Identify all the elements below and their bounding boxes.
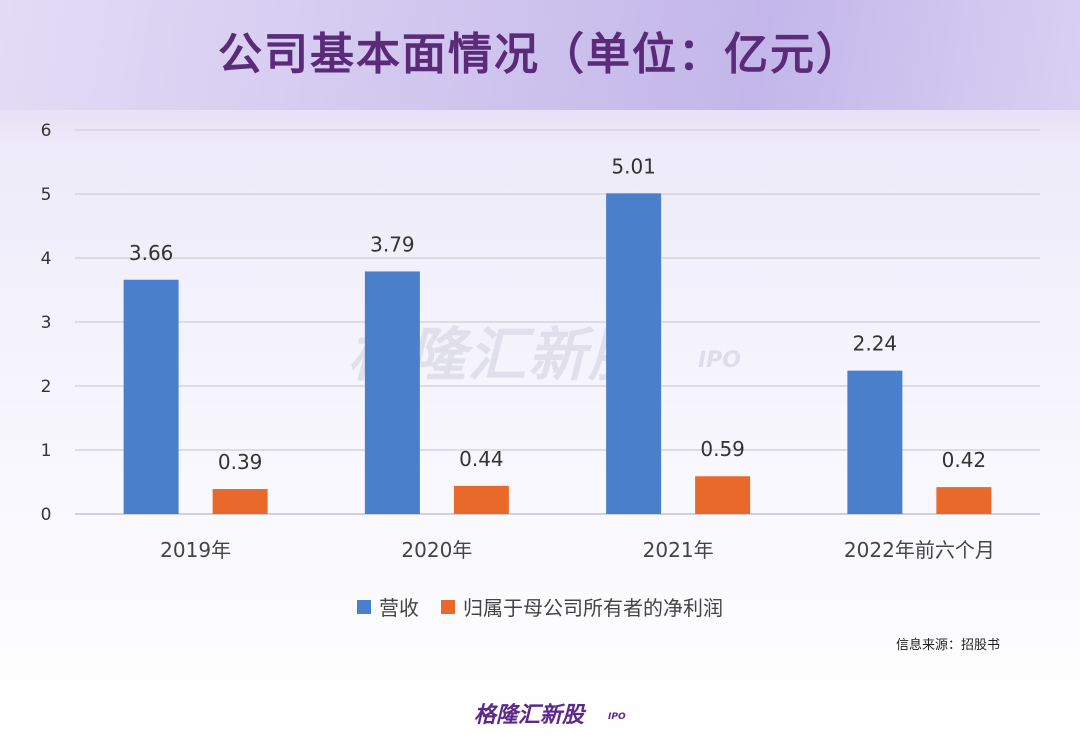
data-label-s0-0: 3.66 [129, 241, 174, 265]
bar-s1-1 [453, 485, 509, 514]
data-label-s0-1: 3.79 [370, 232, 415, 256]
y-tick-label-0: 0 [41, 505, 52, 525]
data-label-s1-2: 0.59 [700, 437, 745, 461]
y-tick-label-1: 1 [41, 441, 52, 461]
page-title: 公司基本面情况（单位：亿元） [218, 29, 862, 80]
data-label-s1-0: 0.39 [218, 450, 263, 474]
x-tick-label-3: 2022年前六个月 [844, 538, 995, 562]
y-tick-label-3: 3 [41, 313, 52, 333]
bar-s0-1 [364, 271, 420, 514]
data-label-s0-2: 5.01 [611, 154, 656, 178]
y-tick-label-4: 4 [41, 249, 52, 269]
bar-s0-2 [606, 193, 662, 515]
legend-swatch-revenue [357, 599, 371, 614]
data-label-s0-3: 2.24 [853, 332, 898, 356]
bar-s0-0 [123, 279, 179, 514]
legend-label-revenue: 营收 [379, 596, 419, 620]
watermark-sub: IPO [698, 348, 742, 373]
source-note: 信息来源：招股书 [895, 638, 1000, 653]
brand-logo: 格隆汇新股 [474, 703, 585, 728]
legend-item-revenue: 营收 [357, 592, 419, 621]
bar-s0-3 [847, 370, 903, 514]
header-band [0, 0, 1080, 110]
legend-label-profit: 归属于母公司所有者的净利润 [463, 596, 723, 620]
x-tick-label-1: 2020年 [401, 538, 472, 562]
data-label-s1-3: 0.42 [942, 448, 987, 472]
bar-s1-3 [936, 487, 992, 514]
legend-swatch-profit [441, 599, 455, 614]
y-tick-label-6: 6 [41, 121, 52, 141]
x-tick-label-0: 2019年 [160, 538, 231, 562]
x-tick-label-2: 2021年 [643, 538, 714, 562]
brand-logo-sub: IPO [608, 712, 626, 722]
data-label-s1-1: 0.44 [459, 447, 504, 471]
bar-s1-0 [212, 489, 268, 514]
chart-legend: 营收 归属于母公司所有者的净利润 [0, 592, 1080, 621]
y-tick-label-2: 2 [41, 377, 52, 397]
y-tick-label-5: 5 [41, 185, 52, 205]
legend-item-profit: 归属于母公司所有者的净利润 [441, 592, 723, 621]
bar-s1-2 [695, 476, 751, 514]
